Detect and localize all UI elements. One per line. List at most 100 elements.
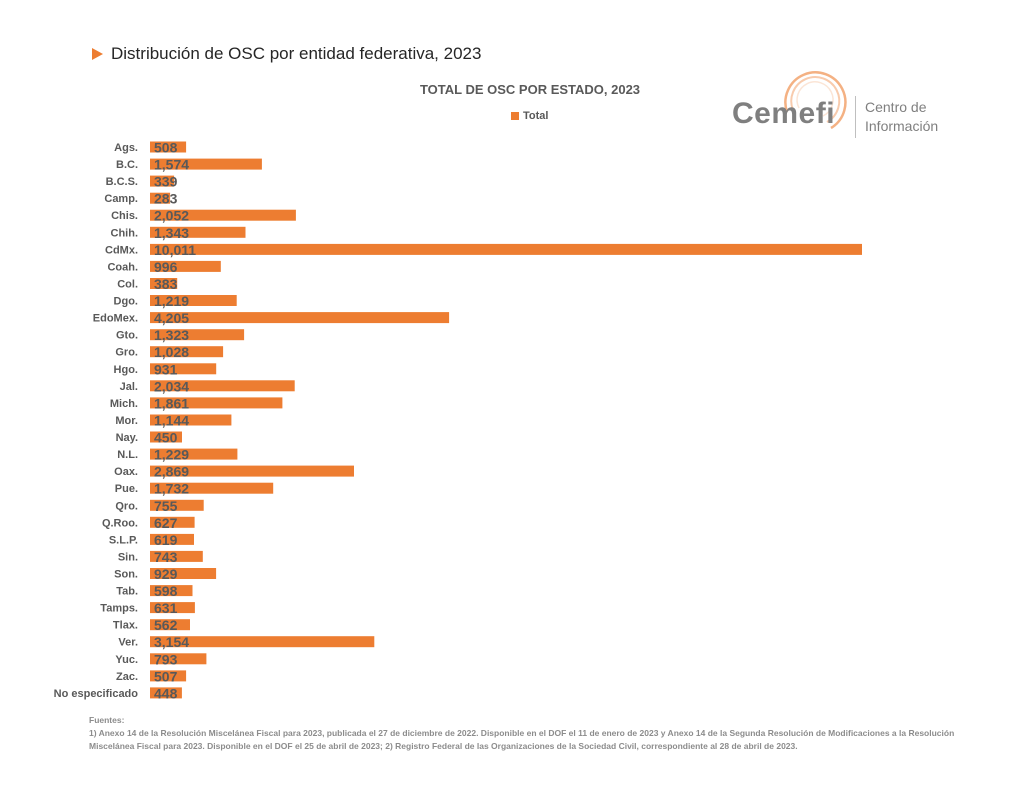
category-label: Tab.: [116, 586, 138, 598]
bar: [150, 175, 175, 187]
data-label: 627: [154, 515, 178, 531]
sources-footer: Fuentes: 1) Anexo 14 de la Resolución Mi…: [89, 714, 974, 753]
data-label: 1,219: [154, 293, 189, 309]
logo-subtitle-line2: Información: [865, 118, 939, 134]
data-label: 507: [154, 668, 178, 684]
category-label: Q.Roo.: [102, 517, 138, 529]
logo-wordmark: Cemefi: [732, 97, 836, 130]
cemefi-logo-mark: [784, 71, 847, 130]
category-label: Oax.: [114, 466, 138, 478]
data-label: 450: [154, 430, 178, 446]
bar: [150, 636, 375, 648]
bar: [150, 397, 283, 409]
category-label: Ver.: [118, 637, 138, 649]
bar: [150, 295, 237, 306]
bar: [150, 192, 171, 204]
category-label: Tamps.: [100, 603, 138, 615]
data-label: 2,869: [154, 464, 189, 480]
category-label: Ags.: [114, 142, 138, 154]
bar: [150, 209, 296, 221]
category-label: Sin.: [118, 551, 138, 563]
data-label: 931: [154, 361, 178, 377]
data-label: 1,861: [154, 395, 189, 411]
category-label: Jal.: [120, 381, 138, 393]
bar: [150, 670, 187, 682]
bar: [150, 141, 187, 153]
category-label: B.C.: [116, 159, 138, 171]
bar: [150, 550, 203, 562]
category-label: Gto.: [116, 330, 138, 342]
logo-subtitle-line1: Centro de: [865, 99, 927, 115]
category-label: Chis.: [111, 210, 138, 222]
category-label: Yuc.: [115, 654, 138, 666]
section-heading-text: Distribución de OSC por entidad federati…: [111, 44, 482, 63]
bar: [150, 516, 195, 528]
bar: [150, 312, 450, 324]
bar: [150, 585, 193, 597]
bar: [150, 243, 862, 255]
data-label: 3,154: [154, 634, 189, 650]
category-label: Pue.: [115, 483, 138, 495]
bar: [150, 465, 354, 477]
category-label: S.L.P.: [109, 534, 138, 546]
data-label: 929: [154, 566, 178, 582]
category-label: Dgo.: [114, 296, 138, 308]
bar: [150, 619, 190, 631]
logo-divider: [855, 96, 856, 138]
data-label: 1,144: [154, 413, 189, 429]
category-label: Hgo.: [114, 364, 138, 376]
data-label: 1,574: [154, 157, 189, 173]
data-label: 743: [154, 549, 178, 565]
category-label: EdoMex.: [93, 313, 138, 325]
data-label: 1,229: [154, 447, 189, 463]
data-label: 2,034: [154, 378, 189, 394]
bar-chart: Ags. 508 B.C. 1,574 B.C.S. 339 Camp. 283 Chis. 2,…: [54, 140, 862, 700]
category-label: Tlax.: [113, 620, 138, 632]
bar: [150, 602, 195, 614]
bar: [150, 329, 245, 341]
triangle-bullet-icon: [92, 48, 103, 60]
category-label: CdMx.: [105, 244, 138, 256]
data-label: 448: [154, 685, 178, 700]
data-label: 793: [154, 651, 178, 667]
data-label: 2,052: [154, 208, 189, 224]
category-label: Coah.: [107, 261, 138, 273]
data-label: 1,323: [154, 327, 189, 343]
category-label: Chih.: [111, 227, 139, 239]
bar: [150, 260, 221, 272]
category-label: Col.: [117, 279, 138, 291]
bar: [150, 568, 217, 579]
bar: [150, 499, 204, 511]
data-label: 283: [154, 191, 178, 207]
sources-title: Fuentes:: [89, 715, 125, 725]
chart-legend: Total: [511, 110, 548, 122]
data-label: 508: [154, 140, 178, 156]
bar: [150, 653, 207, 665]
category-label: Nay.: [116, 432, 138, 444]
bar: [150, 533, 194, 545]
category-label: Mich.: [110, 398, 138, 410]
bar: [150, 687, 182, 699]
data-label: 1,028: [154, 344, 189, 360]
bar: [150, 431, 182, 443]
data-label: 619: [154, 532, 178, 548]
category-label: Camp.: [104, 193, 138, 205]
bar: [150, 346, 224, 358]
category-label: Zac.: [116, 671, 138, 683]
legend-swatch: [511, 112, 519, 120]
data-label: 339: [154, 174, 178, 190]
chart-title: TOTAL DE OSC POR ESTADO, 2023: [419, 82, 641, 97]
category-label: Qro.: [115, 500, 138, 512]
section-heading: Distribución de OSC por entidad federati…: [92, 44, 481, 64]
category-label: No especificado: [54, 688, 139, 700]
bar: [150, 414, 232, 426]
bar: [150, 278, 178, 289]
category-label: N.L.: [117, 449, 138, 461]
bar: [150, 226, 246, 238]
category-label: B.C.S.: [106, 176, 138, 188]
data-label: 755: [154, 498, 178, 514]
data-label: 631: [154, 600, 178, 616]
data-label: 4,205: [154, 310, 189, 326]
category-label: Mor.: [115, 415, 138, 427]
data-label: 996: [154, 259, 178, 275]
